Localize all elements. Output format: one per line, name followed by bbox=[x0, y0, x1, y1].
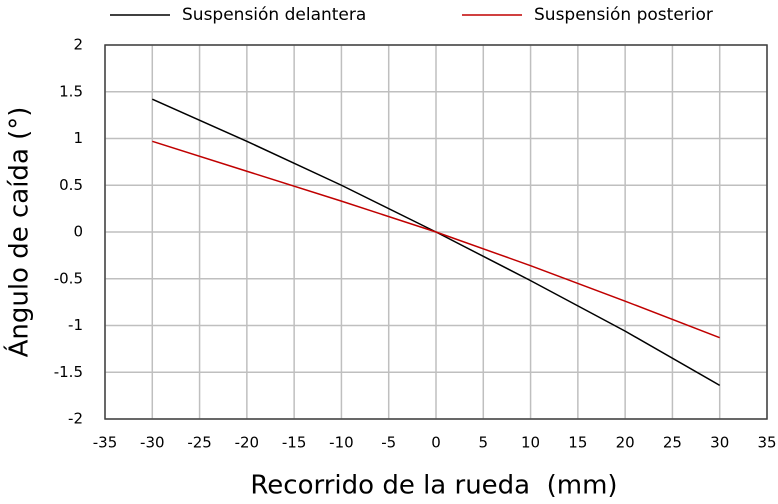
legend-label: Suspensión delantera bbox=[182, 5, 366, 25]
x-tick-label: 15 bbox=[568, 434, 587, 452]
x-tick-label: 0 bbox=[431, 434, 441, 452]
x-tick-label: 20 bbox=[616, 434, 635, 452]
y-tick-label: 0.5 bbox=[59, 176, 83, 194]
x-tick-label: 10 bbox=[521, 434, 540, 452]
x-tick-label: -20 bbox=[235, 434, 260, 452]
plot-border bbox=[104, 44, 768, 420]
y-tick-label: 1.5 bbox=[59, 82, 83, 100]
x-tick-label: -10 bbox=[329, 434, 354, 452]
x-tick-label: -5 bbox=[381, 434, 396, 452]
y-tick-label: -1 bbox=[68, 316, 83, 334]
y-tick-label: 0 bbox=[73, 223, 83, 241]
series-line bbox=[152, 140, 720, 339]
legend-label: Suspensión posterior bbox=[534, 5, 713, 25]
x-tick-label: -35 bbox=[93, 434, 118, 452]
x-tick-label: -25 bbox=[187, 434, 212, 452]
x-tick-label: -30 bbox=[140, 434, 165, 452]
x-tick-label: 25 bbox=[663, 434, 682, 452]
y-axis-title: Ángulo de caída (°) bbox=[3, 107, 35, 358]
y-tick-label: 1 bbox=[73, 129, 83, 147]
y-tick-label: -2 bbox=[68, 410, 83, 428]
x-tick-label: 5 bbox=[479, 434, 489, 452]
y-tick-label: -0.5 bbox=[54, 269, 83, 287]
x-axis-title: Recorrido de la rueda (mm) bbox=[250, 471, 617, 501]
x-tick-label: -15 bbox=[282, 434, 307, 452]
x-tick-label: 30 bbox=[710, 434, 729, 452]
y-tick-label: -1.5 bbox=[54, 363, 83, 381]
y-tick-label: 2 bbox=[73, 36, 83, 54]
x-tick-label: 35 bbox=[757, 434, 776, 452]
